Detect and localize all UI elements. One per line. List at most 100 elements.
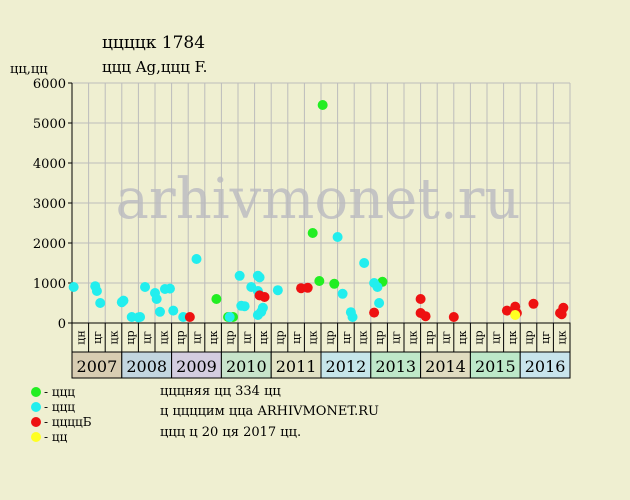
month-label: цр [224,330,237,344]
data-points [68,100,569,323]
data-point [369,307,380,318]
month-label: цг [141,331,154,344]
year-cell [320,351,372,379]
legend-label: - ццц [44,385,75,399]
data-point [254,272,265,283]
month-label: цг [91,331,104,344]
year-label: 2008 [126,357,167,376]
x-axis: цн цг цк цр цг цк цр цг цк цр цг цк цр цг цк цр цг цк цр цг… [71,322,571,379]
year-label: 2011 [276,357,317,376]
data-point [257,302,268,313]
year-cell [370,351,422,379]
data-point [140,282,151,292]
data-point [184,312,195,322]
data-point [372,282,383,292]
data-point [317,100,328,110]
data-point [528,298,539,309]
chart-subtitle: ццц Ag,ццц F. [102,58,207,76]
year-cell [171,351,222,379]
data-point [314,276,325,286]
year-label: 2007 [77,357,118,376]
data-point [239,301,250,312]
month-label: цк [357,330,370,344]
y-tick-label: 5000 [33,117,66,132]
month-label: цг [539,331,552,344]
data-point [151,294,162,304]
data-point [332,232,343,242]
legend-label: - цц [44,430,68,444]
footer-line-3: ццц ц 20 ця 2017 цц. [160,425,301,440]
month-label: цк [556,330,569,344]
year-cell [121,351,173,379]
data-point [501,305,512,316]
data-point [307,228,318,238]
month-label: цк [456,330,469,344]
data-point [118,295,129,306]
data-point [95,298,106,308]
legend: - ццц- ццц- ццццБ- цц [31,385,92,444]
data-point [259,292,270,302]
month-label: цр [473,330,486,344]
y-tick-label: 0 [58,317,66,332]
year-cell [420,351,471,379]
data-point [211,294,222,304]
month-label: цг [191,331,204,344]
month-label: цк [506,330,519,344]
data-point [135,312,146,322]
legend-marker [31,432,41,442]
data-point [302,282,313,293]
legend-label: - ццццБ [44,415,92,429]
legend-marker [31,402,41,412]
month-label: цг [440,331,453,344]
month-label: цк [257,330,270,344]
month-label: цг [489,331,502,344]
y-tick-label: 6000 [33,77,66,92]
data-point [154,306,165,317]
month-label: цк [108,330,121,344]
data-point [448,312,459,322]
month-label: цр [373,330,386,344]
data-point [510,310,521,320]
month-label: цг [390,331,403,344]
footer-line-2: ц ццццим ццa ARHIVMONET.RU [160,404,379,419]
data-point [234,270,245,281]
data-point [272,285,283,296]
month-label: цр [174,330,187,344]
data-point [224,312,235,322]
y-tick-label: 1000 [33,277,66,292]
year-label: 2015 [475,357,516,376]
y-tick-label: 3000 [33,197,66,212]
year-label: 2016 [525,357,566,376]
y-tick-label: 4000 [33,157,66,172]
data-point [329,278,340,289]
month-label: цр [423,330,436,344]
legend-label: - ццц [44,400,75,414]
month-label: цк [157,330,170,344]
data-point [359,258,370,268]
month-label: цг [340,331,353,344]
year-cell [71,351,123,379]
month-label: цр [274,330,287,344]
year-cell [519,351,571,379]
month-label: цг [240,331,253,344]
year-label: 2013 [375,357,416,376]
year-label: 2014 [425,357,466,376]
year-cell [220,351,272,379]
month-label: цк [207,330,220,344]
year-label: 2009 [176,357,217,376]
data-point [337,288,348,299]
legend-marker [31,417,41,427]
month-label: цр [523,330,536,344]
month-label: цр [323,330,336,344]
data-point [374,298,385,308]
data-point [164,283,175,294]
axes: 0 1000 2000 3000 4000 5000 6000 [33,77,570,332]
data-point [91,286,102,296]
data-point [558,302,569,313]
month-label: цн [74,330,87,344]
chart-title: ццццк 1784 [102,33,205,53]
data-point [420,311,431,322]
year-label: 2012 [326,357,367,376]
